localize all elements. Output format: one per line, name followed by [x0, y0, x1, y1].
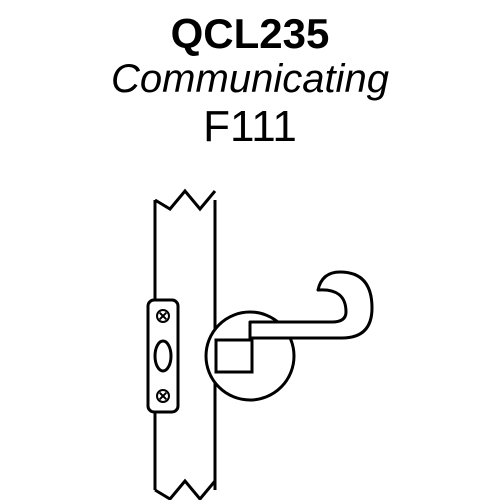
- lock-diagram: [0, 0, 500, 500]
- figure: QCL235 Communicating F111: [0, 0, 500, 500]
- door-break-top: [155, 191, 215, 209]
- door-break-bottom: [155, 481, 215, 499]
- lever-handle: [250, 272, 372, 338]
- lever-neck: [216, 340, 252, 372]
- latch-bolt: [155, 341, 171, 371]
